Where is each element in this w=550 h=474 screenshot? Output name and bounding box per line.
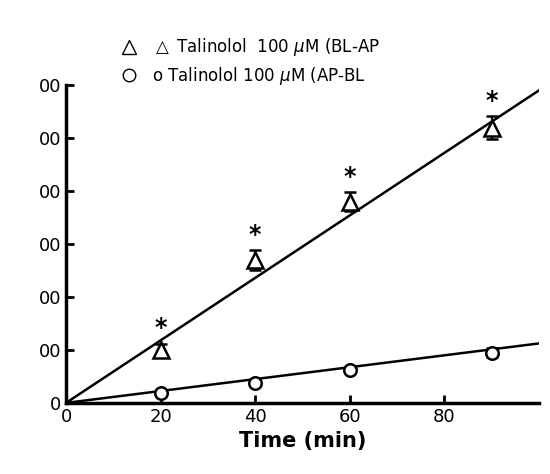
X-axis label: Time (min): Time (min) [239,431,366,451]
Legend: $\triangle$ Talinolol  100 $\mu$M (BL-AP, o Talinolol 100 $\mu$M (AP-BL: $\triangle$ Talinolol 100 $\mu$M (BL-AP,… [112,36,380,87]
Text: *: * [155,317,167,340]
Text: *: * [344,164,356,189]
Text: *: * [249,223,261,247]
Text: *: * [486,89,498,113]
